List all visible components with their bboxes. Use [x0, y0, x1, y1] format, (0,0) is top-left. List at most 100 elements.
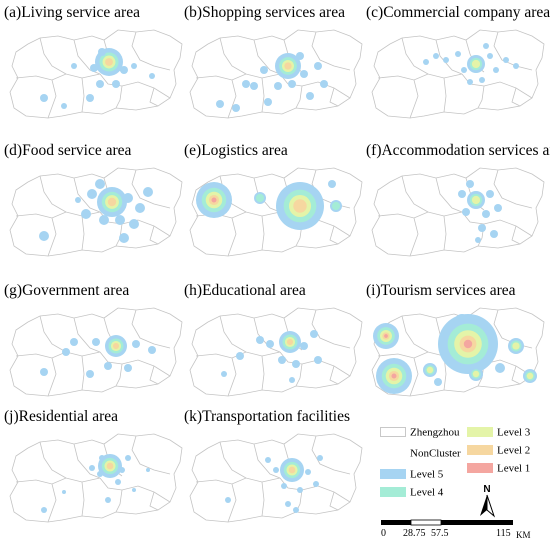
- cluster-hotspot: [40, 94, 48, 102]
- legend-item-level-5: Level 5: [380, 468, 443, 480]
- district-boundary: [115, 85, 123, 109]
- district-boundary: [115, 489, 123, 513]
- cluster-hotspot: [115, 479, 121, 485]
- district-map: [189, 307, 363, 397]
- cluster-hotspot: [143, 187, 153, 197]
- district-boundary: [219, 441, 247, 479]
- panel-title: (a)Living service area: [4, 4, 140, 21]
- cluster-hotspot: [99, 215, 109, 225]
- cluster-hotspot: [40, 368, 48, 376]
- cluster-hotspot: [494, 204, 502, 212]
- district-boundary: [131, 169, 171, 209]
- map-panel: (j)Residential area: [4, 408, 184, 536]
- cluster-hotspot: [490, 230, 498, 238]
- cluster-hotspot: [107, 197, 117, 207]
- legend-item-level-3: Level 3: [467, 426, 530, 438]
- panel-title: (f)Accommodation services area: [366, 142, 550, 159]
- city-boundary: [371, 29, 545, 119]
- district-boundary: [99, 73, 171, 99]
- legend-item-zhengzhou: Zhengzhou: [380, 426, 459, 438]
- north-label: N: [483, 484, 490, 495]
- cluster-hotspot: [317, 455, 323, 461]
- district-boundary: [443, 215, 447, 251]
- cluster-hotspot: [293, 199, 307, 213]
- district-boundary: [99, 351, 171, 377]
- cluster-hotspot: [146, 468, 150, 472]
- district-map: [9, 307, 183, 397]
- district-boundary: [261, 215, 265, 251]
- district-boundary: [149, 87, 159, 107]
- district-boundary: [311, 309, 351, 349]
- cluster-hotspot: [297, 487, 303, 493]
- cluster-hotspot: [260, 66, 268, 74]
- panel-title: (k)Transportation facilities: [184, 408, 351, 425]
- map-panel: (g)Government area: [4, 282, 184, 410]
- district-boundary: [435, 177, 463, 213]
- cluster-hotspot: [112, 342, 120, 350]
- district-map: [371, 29, 545, 119]
- legend-swatch: [380, 487, 406, 498]
- cluster-hotspot: [284, 62, 292, 70]
- legend-swatch: [467, 427, 493, 438]
- cluster-hotspot: [423, 59, 429, 65]
- cluster-hotspot: [296, 52, 304, 60]
- district-boundary: [131, 31, 171, 71]
- cluster-hotspot: [286, 338, 294, 346]
- cluster-hotspot: [273, 467, 279, 473]
- cluster-hotspot: [115, 215, 125, 225]
- district-boundary: [409, 79, 419, 119]
- district-boundary: [227, 217, 237, 257]
- cluster-hotspot: [426, 366, 434, 374]
- district-map: [9, 29, 183, 119]
- district-boundary: [219, 315, 247, 353]
- district-boundary: [477, 85, 485, 109]
- cluster-hotspot: [129, 219, 139, 229]
- cluster-hotspot: [61, 103, 67, 109]
- cluster-hotspot: [256, 336, 264, 344]
- cluster-hotspot: [119, 233, 129, 243]
- district-boundary: [295, 85, 303, 109]
- cluster-hotspot: [285, 501, 291, 507]
- cluster-hotspot: [92, 338, 100, 346]
- district-boundary: [73, 317, 101, 353]
- district-map: [189, 167, 363, 257]
- district-map: [371, 307, 545, 397]
- district-boundary: [149, 365, 159, 385]
- cluster-hotspot: [493, 67, 499, 73]
- district-boundary: [195, 477, 281, 485]
- cluster-hotspot: [314, 62, 322, 70]
- district-boundary: [115, 363, 123, 387]
- map-panel: (c)Commercial company area: [366, 4, 550, 132]
- district-boundary: [329, 225, 339, 245]
- cluster-hotspot: [288, 80, 296, 88]
- cluster-hotspot: [471, 195, 481, 205]
- cluster-hotspot: [512, 342, 520, 350]
- district-boundary: [131, 435, 171, 475]
- cluster-hotspot: [278, 356, 286, 364]
- panel-title: (c)Commercial company area: [366, 4, 550, 21]
- district-boundary: [149, 491, 159, 511]
- cluster-hotspot: [81, 209, 91, 219]
- district-boundary: [227, 79, 237, 119]
- legend-swatch: [467, 445, 493, 456]
- district-boundary: [279, 73, 351, 99]
- district-boundary: [253, 39, 281, 75]
- scale-tick: 57.5: [431, 528, 449, 539]
- cluster-hotspot: [97, 471, 103, 477]
- legend-item-level-4: Level 4: [380, 486, 443, 498]
- map-panel: (a)Living service area: [4, 4, 184, 132]
- city-boundary: [9, 29, 183, 119]
- district-boundary: [295, 363, 303, 387]
- district-boundary: [493, 169, 533, 209]
- cluster-hotspot: [70, 338, 78, 346]
- district-boundary: [219, 37, 247, 75]
- district-boundary: [47, 483, 57, 523]
- cluster-hotspot: [86, 370, 94, 378]
- district-boundary: [73, 39, 101, 75]
- city-boundary: [371, 167, 545, 257]
- cluster-hotspot: [320, 80, 328, 88]
- cluster-hotspot: [289, 377, 295, 383]
- district-boundary: [99, 477, 171, 503]
- cluster-hotspot: [293, 507, 299, 513]
- district-boundary: [311, 31, 351, 71]
